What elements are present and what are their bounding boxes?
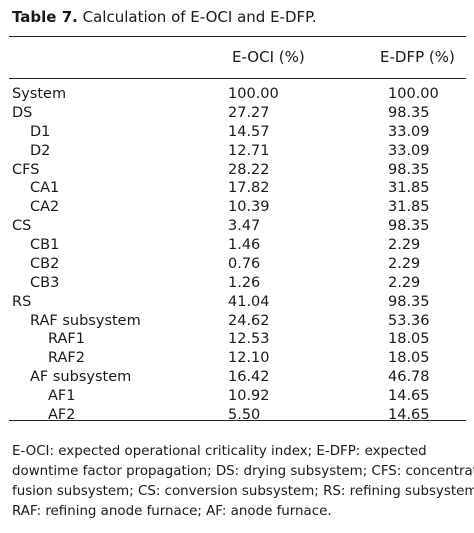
row-label: D1 [30,123,51,140]
row-label: CB3 [30,274,60,291]
edfp-value: 14.65 [388,406,430,423]
row-label: RAF1 [48,331,85,348]
eoci-value: 1.46 [228,237,261,253]
eoci-value: 1.26 [228,274,261,291]
column-header-eoci: E-OCI (%) [232,48,305,66]
edfp-value: 18.05 [388,331,430,348]
table-caption: Table 7. Calculation of E-OCI and E-DFP. [12,8,317,26]
row-label: System [12,86,67,102]
bottom-rule [9,420,466,421]
edfp-value: 18.05 [388,350,430,367]
footnote-line: fusion subsystem; CS: conversion subsyst… [12,484,474,499]
edfp-value: 98.35 [388,161,430,178]
eoci-value: 10.92 [228,388,270,404]
row-label: RAF2 [48,350,85,367]
row-label: CS [12,218,32,235]
row-label: D2 [30,142,51,159]
eoci-value: 24.62 [228,312,270,329]
table-row: CS 3.47 98.35 [0,217,474,236]
column-header-edfp: E-DFP (%) [380,48,455,66]
eoci-value: 0.76 [228,255,261,272]
table-row: CB2 0.76 2.29 [0,255,474,274]
table-row: CFS 28.22 98.35 [0,161,474,180]
edfp-value: 2.29 [388,255,421,272]
table-footnote: E-OCI: expected operational criticality … [12,442,474,522]
edfp-value: 14.65 [388,388,430,404]
row-label: CA1 [30,180,60,197]
table-row: AF2 5.50 14.65 [0,406,474,425]
eoci-value: 3.47 [228,218,261,235]
caption-number: Table 7. [12,8,78,26]
edfp-value: 2.29 [388,274,421,291]
edfp-value: 98.35 [388,218,430,235]
table-row: CB3 1.26 2.29 [0,274,474,293]
eoci-value: 12.53 [228,331,270,348]
eoci-value: 27.27 [228,104,270,121]
row-label: AF subsystem [30,369,132,386]
footnote-line: E-OCI: expected operational criticality … [12,444,427,459]
table-row: D2 12.71 33.09 [0,142,474,161]
edfp-value: 46.78 [388,369,430,386]
row-label: CB1 [30,237,60,253]
edfp-value: 2.29 [388,237,421,253]
row-label: CB2 [30,255,60,272]
edfp-value: 98.35 [388,104,430,121]
edfp-value: 33.09 [388,142,430,159]
top-rule [9,36,466,37]
row-label: RS [12,293,32,310]
table-body: System 100.00 100.00 DS 27.27 98.35 D1 14.57 33.… [0,85,474,425]
edfp-value: 33.09 [388,123,430,140]
eoci-value: 16.42 [228,369,270,386]
table-row: RAF subsystem 24.62 53.36 [0,312,474,331]
caption-text: Calculation of E-OCI and E-DFP. [82,8,317,26]
table-row: CA1 17.82 31.85 [0,179,474,198]
eoci-value: 41.04 [228,293,270,310]
row-label: RAF subsystem [30,312,141,329]
eoci-value: 10.39 [228,199,270,216]
eoci-value: 12.10 [228,350,270,367]
edfp-value: 98.35 [388,293,430,310]
eoci-value: 100.00 [228,86,279,102]
table-row: RAF2 12.10 18.05 [0,349,474,368]
table-row: System 100.00 100.00 [0,85,474,104]
table-row: AF subsystem 16.42 46.78 [0,368,474,387]
table-row: D1 14.57 33.09 [0,123,474,142]
row-label: CA2 [30,199,60,216]
table-row: CB1 1.46 2.29 [0,236,474,255]
row-label: AF1 [48,388,76,404]
table-row: RAF1 12.53 18.05 [0,330,474,349]
eoci-value: 17.82 [228,180,270,197]
row-label: CFS [12,161,40,178]
eoci-value: 12.71 [228,142,270,159]
footnote-line: downtime factor propagation; DS: drying … [12,464,474,479]
eoci-value: 14.57 [228,123,270,140]
footnote-line: RAF: refining anode furnace; AF: anode f… [12,504,332,519]
edfp-value: 31.85 [388,180,430,197]
table-row: RS 41.04 98.35 [0,293,474,312]
table-row: DS 27.27 98.35 [0,104,474,123]
edfp-value: 53.36 [388,312,430,329]
table-row: AF1 10.92 14.65 [0,387,474,406]
edfp-value: 31.85 [388,199,430,216]
eoci-value: 28.22 [228,161,270,178]
row-label: DS [12,104,33,121]
header-rule [9,78,466,79]
eoci-value: 5.50 [228,406,261,423]
row-label: AF2 [48,406,76,423]
edfp-value: 100.00 [388,86,439,102]
table-row: CA2 10.39 31.85 [0,198,474,217]
